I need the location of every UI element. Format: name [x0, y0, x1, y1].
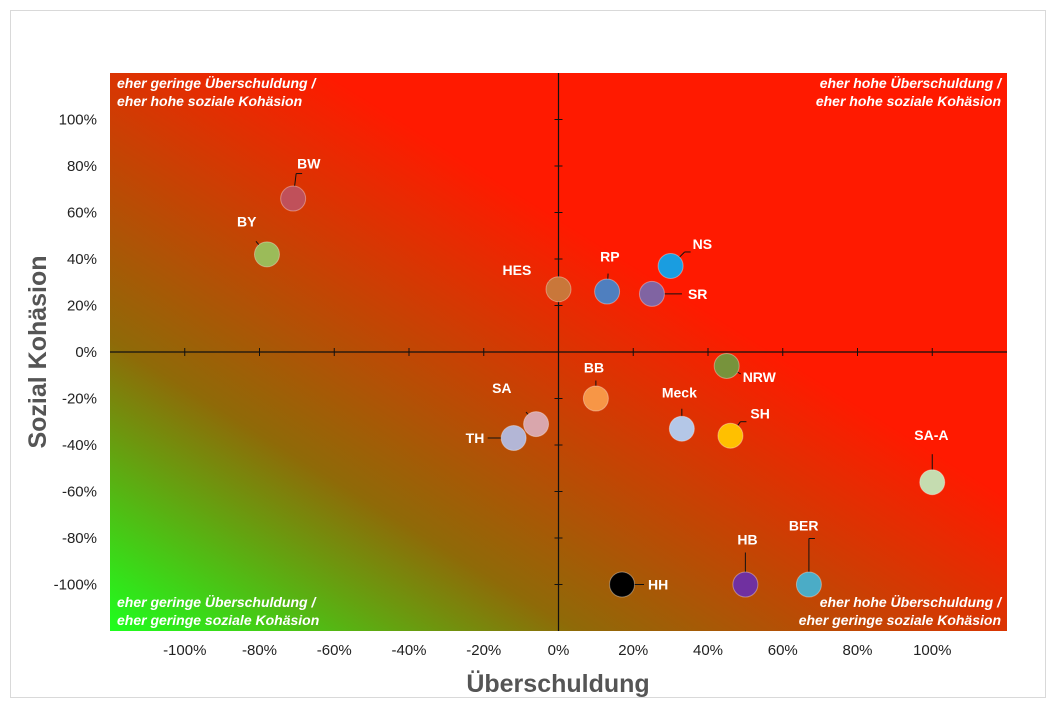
scatter-chart: -100% -80% -60% -40% -20% 0% 20% 40% 60% 80% 100% 1… [24, 73, 1007, 697]
data-label-nrw: NRW [743, 369, 777, 385]
data-point-sa-a [919, 469, 946, 496]
x-axis-title: Überschuldung [466, 669, 649, 697]
data-label-sa: SA [492, 380, 511, 396]
data-label-sa-a: SA-A [914, 427, 948, 443]
x-tick-label: -40% [391, 642, 426, 659]
data-point-hb [732, 571, 759, 598]
quadrant-top-right-line2: eher hohe soziale Kohäsion [816, 93, 1001, 109]
data-point-ns [657, 252, 684, 279]
y-tick-label: -20% [62, 391, 97, 408]
quadrant-bottom-left-line1: eher geringe Überschuldung / [117, 594, 317, 610]
quadrant-labels: eher geringe Überschuldung / eher hohe s… [117, 75, 1003, 628]
x-tick-label: 40% [693, 642, 723, 659]
x-tick-label: -20% [466, 642, 501, 659]
y-tick-label: 20% [67, 298, 97, 315]
y-tick-label: -40% [62, 437, 97, 454]
data-points: BW BY HES RP NS SR NRW BB SA TH Meck SH SA-A HH HB BER [237, 156, 948, 598]
chart-frame: -100% -80% -60% -40% -20% 0% 20% 40% 60% 80% 100% 1… [10, 10, 1046, 698]
data-point-meck [668, 415, 695, 442]
y-tick-label: -60% [62, 484, 97, 501]
y-tick-label: -100% [54, 577, 97, 594]
x-tick-label: 60% [768, 642, 798, 659]
data-point-sr [638, 280, 665, 307]
quadrant-bottom-right-line1: eher hohe Überschuldung / [820, 594, 1003, 610]
data-point-hh [609, 571, 636, 598]
data-label-ns: NS [693, 236, 712, 252]
y-tick-label: 80% [67, 158, 97, 175]
data-point-th [500, 425, 527, 452]
x-tick-label: 80% [842, 642, 872, 659]
data-point-rp [594, 278, 621, 305]
data-label-ber: BER [789, 518, 819, 534]
data-label-hes: HES [503, 262, 532, 278]
x-tick-label: 100% [913, 642, 951, 659]
data-label-hh: HH [648, 577, 668, 593]
x-tick-label: 20% [618, 642, 648, 659]
x-tick-label: 0% [548, 642, 570, 659]
data-label-rp: RP [600, 249, 619, 265]
quadrant-top-left-line2: eher hohe soziale Kohäsion [117, 93, 302, 109]
quadrant-bottom-right-line2: eher geringe soziale Kohäsion [799, 612, 1001, 628]
data-label-th: TH [466, 430, 485, 446]
data-label-by: BY [237, 213, 257, 229]
y-tick-label: 40% [67, 251, 97, 268]
data-label-meck: Meck [662, 385, 697, 401]
data-point-sh [717, 422, 744, 449]
y-tick-label: 0% [75, 344, 97, 361]
quadrant-top-right-line1: eher hohe Überschuldung / [820, 75, 1003, 91]
x-tick-label: -60% [317, 642, 352, 659]
data-point-by [253, 241, 280, 268]
data-label-bw: BW [297, 156, 321, 172]
data-point-sa [523, 411, 550, 438]
y-axis-title: Sozial Kohäsion [24, 255, 52, 448]
y-tick-label: 100% [59, 112, 97, 129]
data-label-sh: SH [750, 406, 769, 422]
quadrant-top-left-line1: eher geringe Überschuldung / [117, 75, 317, 91]
quadrant-bottom-left-line2: eher geringe soziale Kohäsion [117, 612, 319, 628]
axes: -100% -80% -60% -40% -20% 0% 20% 40% 60% 80% 100% 1… [54, 73, 1007, 659]
data-point-nrw [713, 352, 740, 379]
data-point-bw [280, 185, 307, 212]
x-tick-label: -100% [163, 642, 206, 659]
data-point-bb [582, 385, 609, 412]
data-label-hb: HB [737, 532, 757, 548]
data-point-ber [795, 571, 822, 598]
y-tick-label: 60% [67, 205, 97, 222]
y-tick-label: -80% [62, 530, 97, 547]
x-tick-label: -80% [242, 642, 277, 659]
data-point-hes [545, 276, 572, 303]
data-label-bb: BB [584, 360, 604, 376]
data-label-sr: SR [688, 286, 707, 302]
